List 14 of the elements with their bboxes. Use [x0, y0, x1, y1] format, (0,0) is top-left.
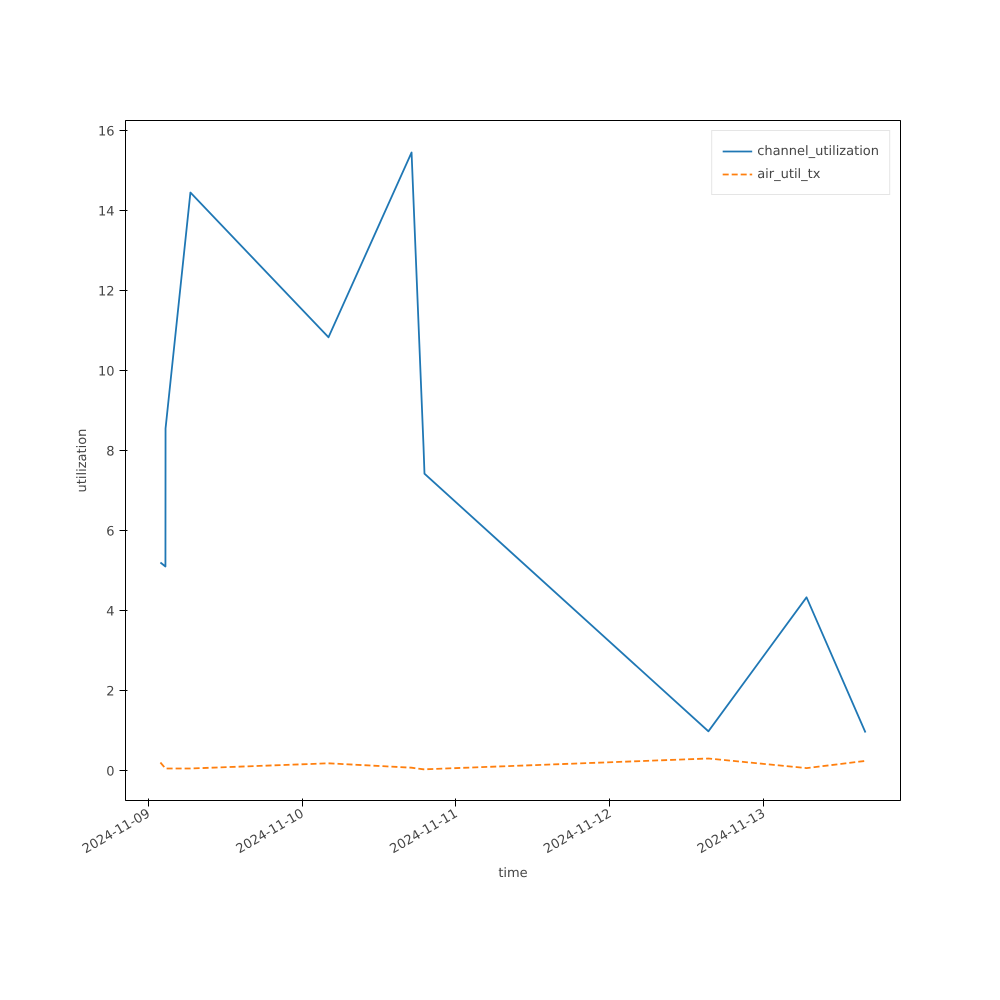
y-tick-label: 10: [98, 364, 115, 380]
y-tick-label: 12: [98, 284, 115, 300]
y-tick-label: 6: [106, 524, 115, 540]
y-tick-label: 4: [106, 604, 115, 620]
line-series: [160, 758, 866, 770]
x-axis-title: time: [498, 866, 528, 881]
y-tick-label: 14: [98, 204, 115, 220]
legend-label: air_util_tx: [757, 166, 820, 182]
y-axis-title: utilization: [74, 428, 90, 492]
y-tick-label: 8: [106, 444, 115, 460]
legend-label: channel_utilization: [757, 144, 879, 158]
y-tick-label: 16: [98, 124, 115, 140]
y-tick-label: 0: [106, 764, 115, 780]
y-tick-label: 2: [106, 684, 115, 700]
